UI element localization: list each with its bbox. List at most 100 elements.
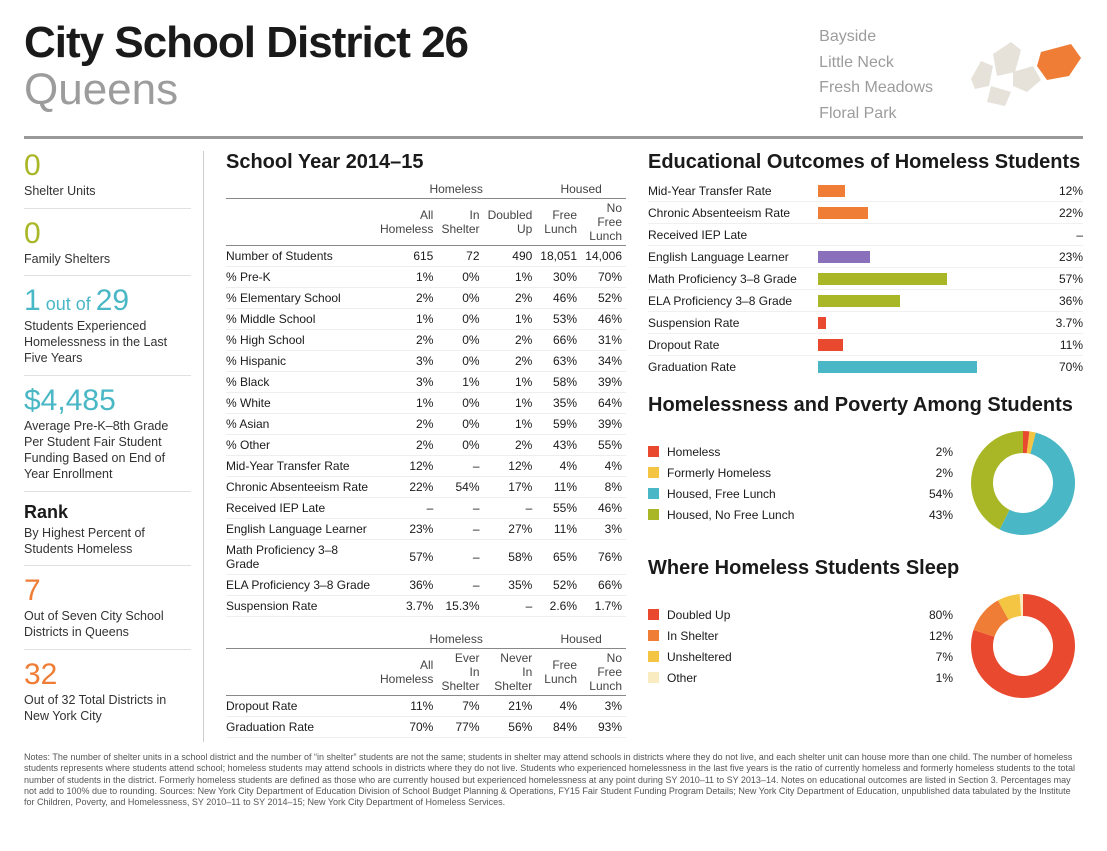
col-header: FreeLunch (536, 199, 581, 246)
cell: 55% (536, 498, 581, 519)
cell: 3% (581, 696, 626, 717)
bar-label: Math Proficiency 3–8 Grade (648, 272, 818, 286)
neighborhood-item: Little Neck (819, 50, 933, 76)
legend-row: Homeless2% (648, 441, 953, 462)
table-row: % Black3%1%1%58%39% (226, 372, 626, 393)
stat-value: 0 (24, 219, 191, 249)
row-label: % Middle School (226, 309, 376, 330)
cell: 1.7% (581, 596, 626, 617)
table-row: Mid-Year Transfer Rate12%–12%4%4% (226, 456, 626, 477)
cell: 52% (536, 575, 581, 596)
stat-rank-city: 32 Out of 32 Total Districts in New York… (24, 660, 191, 733)
table-row: Graduation Rate70%77%56%84%93% (226, 717, 626, 738)
stat-label: Students Experienced Homelessness in the… (24, 318, 191, 367)
bar-value: – (1045, 228, 1083, 242)
table-row: % Elementary School2%0%2%46%52% (226, 288, 626, 309)
cell: 7% (437, 696, 483, 717)
cell: 4% (536, 696, 581, 717)
bar-row: Chronic Absenteeism Rate22% (648, 202, 1083, 224)
bar-value: 23% (1045, 250, 1083, 264)
bar-row: Received IEP Late– (648, 224, 1083, 246)
legend-swatch (648, 446, 659, 457)
bar-fill (818, 317, 826, 329)
poverty-donut-icon (963, 423, 1083, 543)
cell: 58% (484, 540, 537, 575)
stat-label: Shelter Units (24, 183, 191, 199)
col-header: NoFree Lunch (581, 649, 626, 696)
cell: 72 (437, 246, 483, 267)
cell: 84% (536, 717, 581, 738)
row-label: Mid-Year Transfer Rate (226, 456, 376, 477)
cell: 490 (484, 246, 537, 267)
cell: 76% (581, 540, 626, 575)
cell: 11% (376, 696, 437, 717)
row-label: % Hispanic (226, 351, 376, 372)
bar-track (818, 361, 1045, 373)
cell: 4% (536, 456, 581, 477)
bar-value: 12% (1045, 184, 1083, 198)
legend-label: Formerly Homeless (667, 466, 913, 480)
stat-homeless-ratio: 1 out of 29 Students Experienced Homeles… (24, 286, 191, 376)
table-row: Received IEP Late–––55%46% (226, 498, 626, 519)
cell: 63% (536, 351, 581, 372)
cell: – (437, 519, 483, 540)
title-block: City School District 26 Queens (24, 18, 468, 126)
bar-track (818, 273, 1045, 285)
table-row: Suspension Rate3.7%15.3%–2.6%1.7% (226, 596, 626, 617)
cell: 4% (581, 456, 626, 477)
cell: 66% (536, 330, 581, 351)
cell: 18,051 (536, 246, 581, 267)
cell: 1% (484, 267, 537, 288)
cell: 34% (581, 351, 626, 372)
cell: 22% (376, 477, 437, 498)
bar-label: ELA Proficiency 3–8 Grade (648, 294, 818, 308)
col-header: EverIn Shelter (437, 649, 483, 696)
legend-row: Unsheltered7% (648, 646, 953, 667)
sleep-title: Where Homeless Students Sleep (648, 557, 1083, 580)
cell: 56% (484, 717, 537, 738)
stat-value: 0 (24, 151, 191, 181)
cell: 12% (484, 456, 537, 477)
neighborhood-item: Bayside (819, 24, 933, 50)
bar-track (818, 251, 1045, 263)
bar-row: Graduation Rate70% (648, 356, 1083, 378)
cell: 77% (437, 717, 483, 738)
cell: 2% (484, 330, 537, 351)
bar-fill (818, 273, 947, 285)
table-row: Dropout Rate11%7%21%4%3% (226, 696, 626, 717)
rank-heading: Rank (24, 502, 191, 523)
stat-label: Average Pre-K–8th Grade Per Student Fair… (24, 418, 191, 483)
bar-track (818, 207, 1045, 219)
cell: 53% (536, 309, 581, 330)
legend-value: 43% (913, 508, 953, 522)
row-label: Received IEP Late (226, 498, 376, 519)
rank-sub: By Highest Percent of Students Homeless (24, 525, 191, 558)
cell: 1% (437, 372, 483, 393)
row-label: % White (226, 393, 376, 414)
legend-row: Housed, No Free Lunch43% (648, 504, 953, 525)
bar-fill (818, 339, 843, 351)
cell: 2% (484, 288, 537, 309)
row-label: Suspension Rate (226, 596, 376, 617)
stat-funding: $4,485 Average Pre-K–8th Grade Per Stude… (24, 386, 191, 492)
outcomes-chart: Educational Outcomes of Homeless Student… (648, 151, 1083, 378)
legend-label: Housed, No Free Lunch (667, 508, 913, 522)
cell: 1% (376, 393, 437, 414)
col-header: DoubledUp (484, 199, 537, 246)
bar-label: Dropout Rate (648, 338, 818, 352)
stat-value: 7 (24, 576, 191, 606)
school-year-table: HomelessHousedAllHomelessInShelterDouble… (226, 180, 626, 738)
legend-value: 54% (913, 487, 953, 501)
cell: 17% (484, 477, 537, 498)
col-header: AllHomeless (376, 649, 437, 696)
poverty-title: Homelessness and Poverty Among Students (648, 394, 1083, 417)
neighborhood-item: Fresh Meadows (819, 75, 933, 101)
cell: 46% (536, 288, 581, 309)
legend-swatch (648, 630, 659, 641)
bar-track (818, 295, 1045, 307)
table-row: % Hispanic3%0%2%63%34% (226, 351, 626, 372)
cell: 2% (376, 288, 437, 309)
cell: 55% (581, 435, 626, 456)
stat-family-shelters: 0 Family Shelters (24, 219, 191, 276)
col-header: NoFree Lunch (581, 199, 626, 246)
